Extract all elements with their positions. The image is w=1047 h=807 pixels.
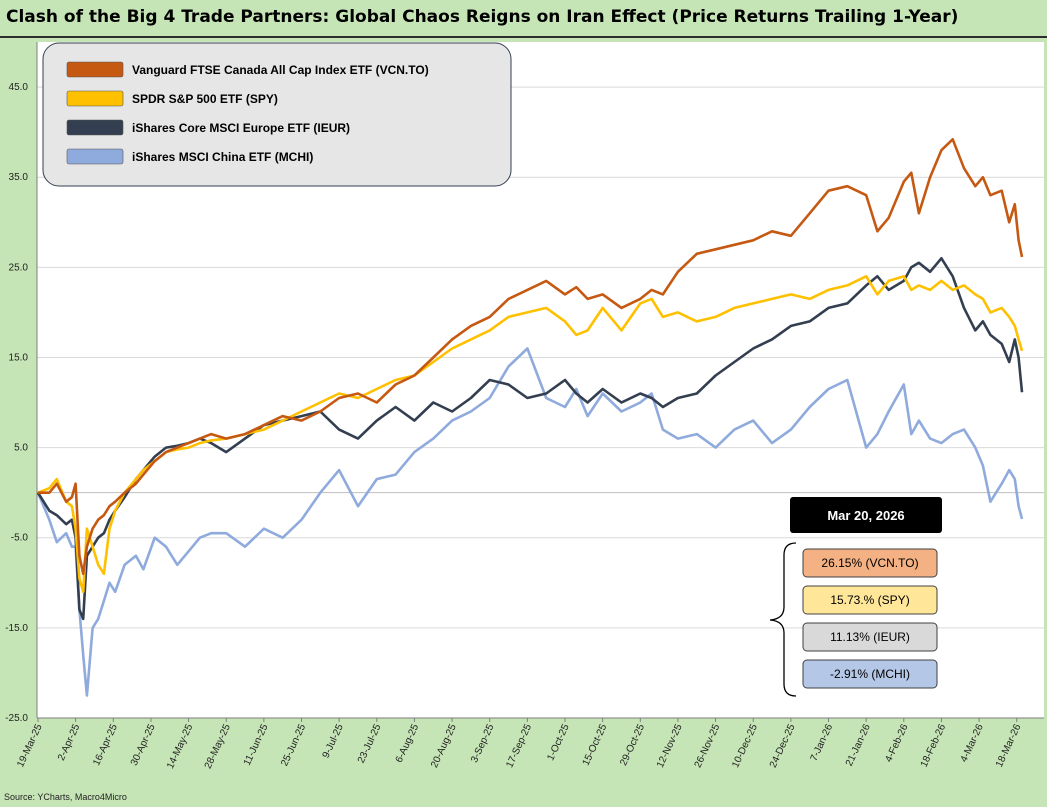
callout-brace	[769, 542, 797, 697]
x-tick-label: 7-Jan-26	[809, 722, 836, 763]
x-tick-label: 12-Nov-25	[655, 722, 685, 769]
x-tick-label: 1-Oct-25	[545, 722, 572, 762]
x-tick-label: 19-Mar-25	[15, 722, 45, 769]
callout-value-box	[802, 585, 938, 615]
chart-title: Clash of the Big 4 Trade Partners: Globa…	[6, 7, 959, 27]
source-note: Source: YCharts, Macro4Micro	[4, 792, 127, 802]
legend-box	[42, 42, 512, 187]
x-tick-label: 18-Mar-26	[994, 722, 1024, 769]
callout-value-label: 26.15% (VCN.TO)	[821, 556, 918, 570]
y-axis: -25.0 -15.0 -5.0 5.0 15.0 25.0 35.0 45.0	[5, 42, 38, 724]
title-divider	[0, 36, 1047, 38]
x-tick-label: 10-Dec-25	[730, 722, 760, 769]
x-tick-label: 30-Apr-25	[129, 722, 158, 767]
x-axis: 19-Mar-25 2-Apr-25 16-Apr-25 30-Apr-25 14-Ma…	[15, 717, 1044, 771]
x-tick-label: 25-Jun-25	[279, 722, 308, 768]
x-tick-label: 21-Jan-26	[844, 722, 873, 768]
x-tick-label: 28-May-25	[203, 722, 233, 770]
legend-label: iShares Core MSCI Europe ETF (IEUR)	[132, 121, 350, 135]
x-tick-label: 14-May-25	[165, 722, 195, 770]
legend-swatch	[66, 90, 124, 107]
x-tick-label: 23-Jul-25	[356, 722, 384, 765]
x-tick-label: 29-Oct-25	[618, 722, 647, 767]
legend-swatch	[66, 61, 124, 78]
x-tick-label: 18-Feb-26	[919, 722, 949, 769]
callout-value-box	[802, 659, 938, 689]
legend-swatch	[66, 148, 124, 165]
title-bar: Clash of the Big 4 Trade Partners: Globa…	[0, 0, 1047, 36]
series-line-3	[36, 347, 1024, 697]
x-tick-label: 2-Apr-25	[56, 722, 83, 762]
series-line-0	[38, 138, 1024, 576]
callout-date: Mar 20, 2026	[827, 508, 904, 523]
x-tick-label: 17-Sep-25	[504, 722, 534, 769]
legend-label: SPDR S&P 500 ETF (SPY)	[132, 92, 278, 106]
legend-label: iShares MSCI China ETF (MCHI)	[132, 150, 313, 164]
y-tick-label: -15.0	[5, 623, 28, 634]
value-callout: Mar 20, 2026 26.15% (VCN.TO) 15.73.% (SPY…	[769, 497, 942, 697]
x-tick-label: 9-Jul-25	[321, 722, 346, 760]
x-tick-label: 6-Aug-25	[394, 722, 422, 764]
callout-value-label: 11.13% (IEUR)	[830, 630, 910, 644]
callout-value-label: -2.91% (MCHI)	[830, 667, 910, 681]
y-tick-label: -25.0	[5, 713, 28, 724]
y-tick-label: 45.0	[9, 82, 29, 93]
x-tick-label: 26-Nov-25	[693, 722, 723, 769]
series-lines	[36, 138, 1024, 697]
y-tick-label: 15.0	[9, 352, 29, 363]
legend-label: Vanguard FTSE Canada All Cap Index ETF (…	[132, 63, 429, 77]
x-tick-label: 4-Feb-26	[883, 722, 910, 764]
x-tick-label: 15-Oct-25	[581, 722, 610, 767]
x-tick-label: 24-Dec-25	[768, 722, 798, 769]
legend: Vanguard FTSE Canada All Cap Index ETF (…	[42, 42, 512, 187]
callout-value-box	[802, 548, 938, 578]
x-tick-label: 3-Sep-25	[469, 722, 497, 764]
y-tick-label: 5.0	[14, 443, 28, 454]
y-tick-label: 25.0	[9, 262, 29, 273]
callout-value-label: 15.73.% (SPY)	[830, 593, 909, 607]
series-line-1	[37, 274, 1024, 594]
x-tick-label: 20-Aug-25	[429, 722, 459, 769]
callout-value-box	[802, 622, 938, 652]
callout-date-box	[790, 497, 942, 533]
y-tick-label: -5.0	[11, 533, 29, 544]
x-tick-label: 16-Apr-25	[91, 722, 120, 767]
x-tick-label: 11-Jun-25	[242, 722, 271, 767]
x-tick-label: 4-Mar-26	[959, 722, 986, 764]
legend-swatch	[66, 119, 124, 136]
y-tick-label: 35.0	[9, 172, 29, 183]
